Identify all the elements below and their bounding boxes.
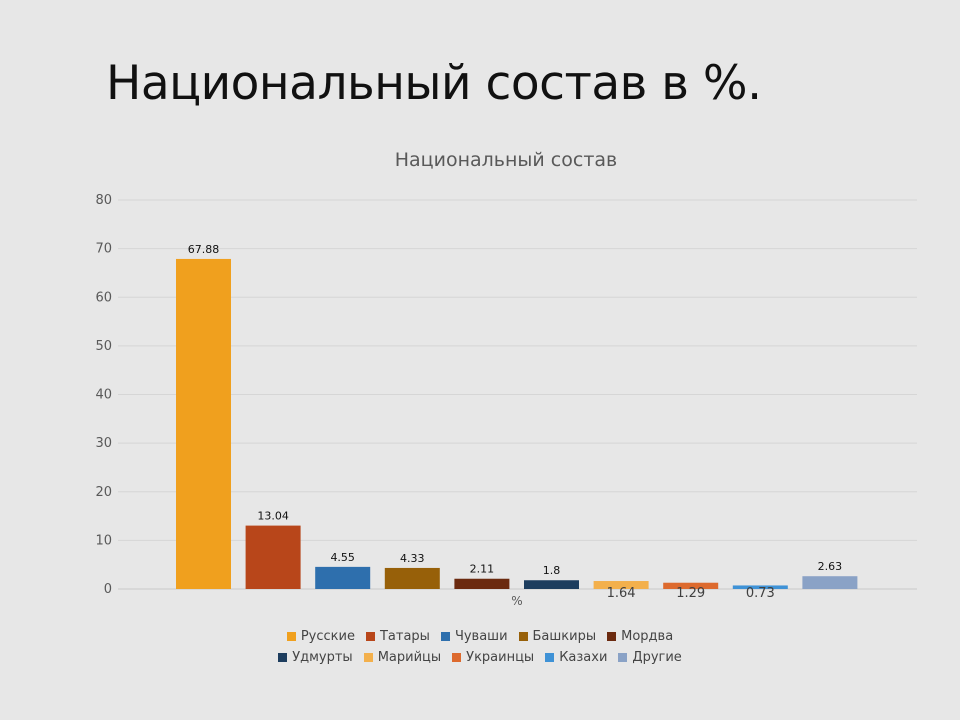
legend-label: Удмурты bbox=[292, 650, 353, 665]
chart-title: Национальный состав bbox=[395, 149, 617, 171]
legend-swatch bbox=[365, 632, 375, 641]
bar-4 bbox=[384, 567, 440, 589]
legend-item: Марийцы bbox=[363, 650, 442, 665]
legend-swatch bbox=[363, 653, 373, 662]
bar-1 bbox=[176, 258, 231, 589]
legend-item: Удмурты bbox=[278, 650, 353, 665]
legend-label: Казахи bbox=[559, 650, 608, 665]
data-label: 0.73 bbox=[746, 586, 775, 601]
legend-item: Татары bbox=[365, 629, 430, 644]
y-tick-label: 80 bbox=[95, 193, 112, 208]
bar-6 bbox=[524, 580, 579, 589]
legend-item: Мордва bbox=[607, 629, 673, 644]
legend-label: Чуваши bbox=[454, 629, 508, 644]
data-label: 4.55 bbox=[330, 551, 355, 564]
legend-label: Русские bbox=[300, 629, 355, 644]
legend-item: Башкиры bbox=[518, 629, 597, 644]
data-label: 1.29 bbox=[676, 586, 705, 601]
data-label: 2.63 bbox=[818, 560, 843, 573]
legend-item: Казахи bbox=[545, 650, 607, 665]
slide-title: Национальный состав в %. bbox=[106, 56, 762, 111]
chart-legend: Русские Татары Чуваши Башкиры Мордва Удмурты… bbox=[0, 626, 960, 668]
bar-10 bbox=[802, 576, 858, 589]
y-tick-label: 50 bbox=[95, 339, 112, 354]
legend-swatch bbox=[278, 653, 288, 662]
y-tick-label: 40 bbox=[95, 388, 112, 403]
legend-label: Татары bbox=[379, 629, 430, 644]
x-axis-label: % bbox=[511, 594, 522, 608]
legend-item: Другие bbox=[618, 650, 682, 665]
legend-label: Другие bbox=[632, 650, 682, 665]
legend-swatch bbox=[518, 632, 528, 641]
legend-item: Русские bbox=[286, 629, 355, 644]
legend-swatch bbox=[607, 632, 617, 641]
y-tick-label: 20 bbox=[95, 485, 112, 500]
bar-2 bbox=[245, 525, 301, 589]
legend-swatch bbox=[618, 653, 628, 662]
legend-label: Мордва bbox=[621, 629, 674, 644]
legend-item: Чуваши bbox=[440, 629, 508, 644]
y-tick-label: 30 bbox=[95, 436, 112, 451]
legend-swatch bbox=[452, 653, 462, 662]
legend-swatch bbox=[545, 653, 555, 662]
bar-3 bbox=[315, 566, 371, 589]
y-tick-label: 60 bbox=[95, 290, 112, 305]
legend-label: Украинцы bbox=[466, 650, 535, 665]
bar-8 bbox=[663, 582, 719, 589]
data-label: 67.88 bbox=[188, 243, 220, 256]
y-tick-label: 10 bbox=[95, 533, 112, 548]
legend-item: Украинцы bbox=[452, 650, 534, 665]
data-label: 4.33 bbox=[400, 552, 425, 565]
legend-swatch bbox=[286, 632, 296, 641]
legend-swatch bbox=[440, 632, 450, 641]
bar-5 bbox=[454, 578, 510, 589]
data-label: 1.64 bbox=[607, 586, 636, 601]
y-tick-label: 70 bbox=[95, 242, 112, 257]
bar-9 bbox=[732, 585, 788, 589]
legend-label: Башкиры bbox=[532, 629, 597, 644]
data-label: 2.11 bbox=[470, 563, 495, 576]
y-tick-label: 0 bbox=[104, 582, 112, 597]
legend-label: Марийцы bbox=[377, 650, 442, 665]
data-label: 1.8 bbox=[543, 564, 561, 577]
data-label: 13.04 bbox=[257, 510, 289, 523]
bar-7 bbox=[593, 581, 649, 589]
